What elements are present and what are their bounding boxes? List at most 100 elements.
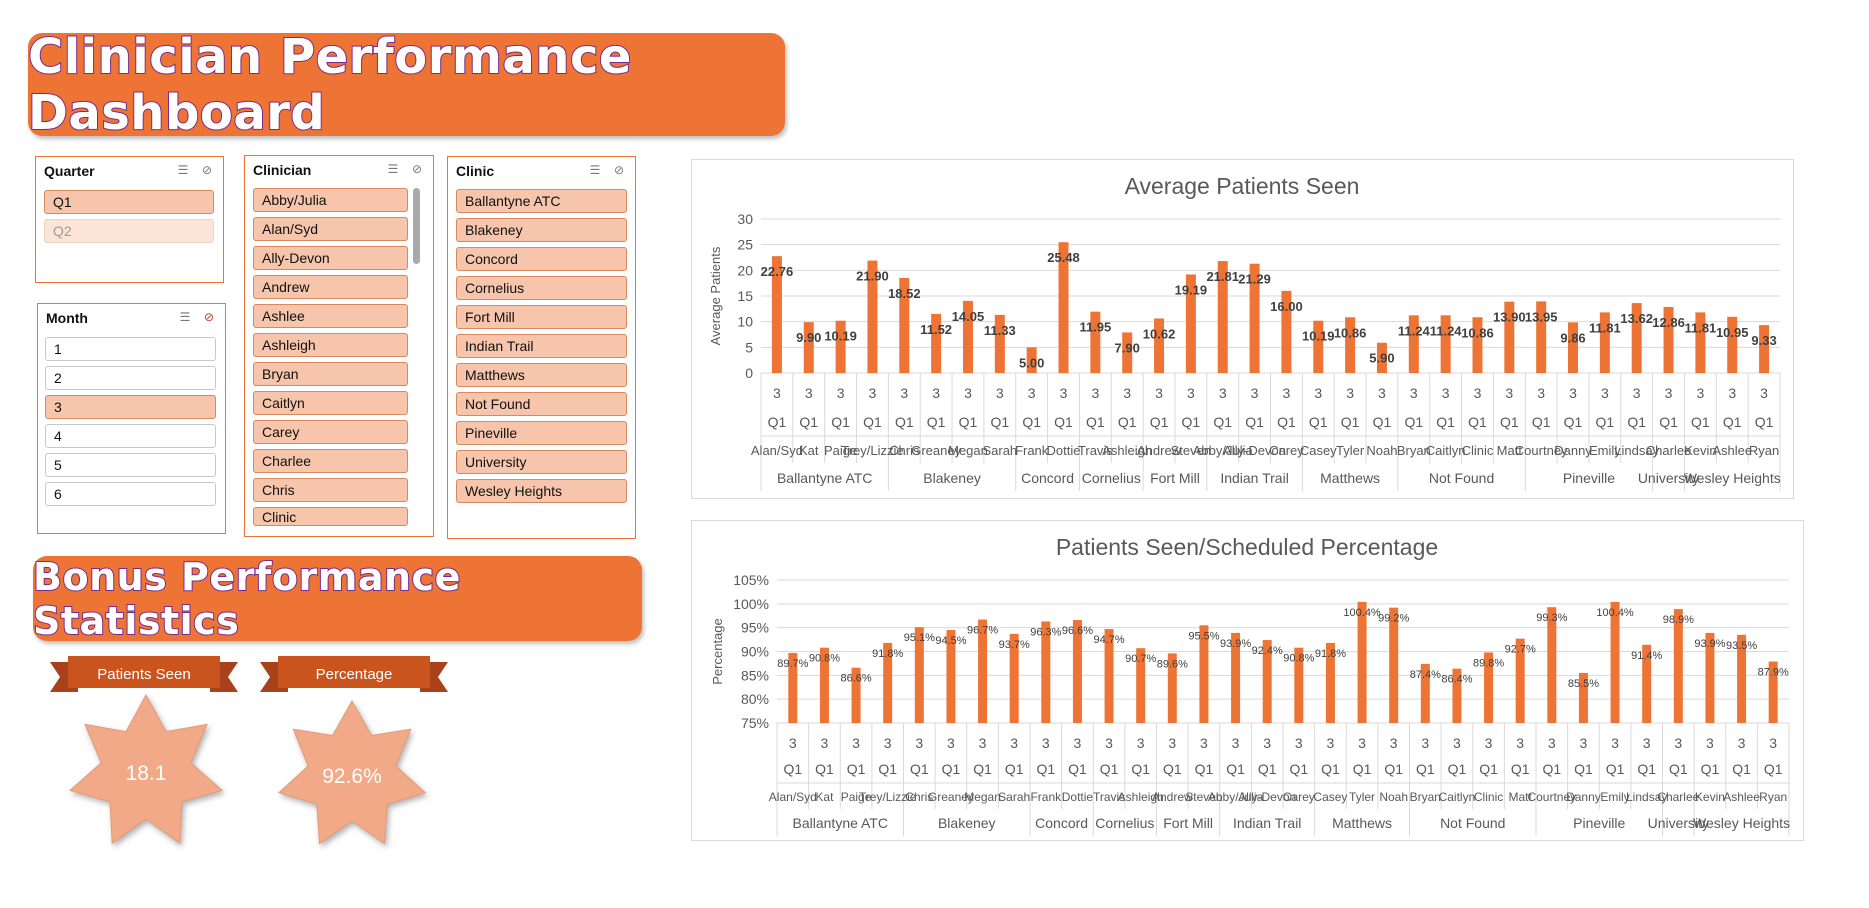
data-label: 13.95 (1525, 309, 1558, 324)
x-month-label: 3 (1123, 385, 1131, 401)
x-month-label: 3 (1187, 385, 1195, 401)
slicer-item-clinician-8[interactable]: Carey (253, 420, 408, 444)
x-month-label: 3 (1706, 735, 1714, 751)
data-label: 95.5% (1188, 630, 1219, 642)
clear-filter-icon[interactable]: ⊘ (203, 310, 215, 324)
slicer-item-clinic-1[interactable]: Blakeney (456, 218, 627, 242)
data-label: 10.19 (1302, 329, 1335, 344)
x-month-label: 3 (1442, 385, 1450, 401)
x-month-label: 3 (1665, 385, 1673, 401)
slicer-item-clinic-0[interactable]: Ballantyne ATC (456, 189, 627, 213)
bar (1357, 601, 1367, 723)
slicer-item-q2[interactable]: Q2 (44, 219, 214, 243)
bar (1504, 301, 1515, 373)
x-category-label: Kevin (1684, 443, 1717, 458)
slicer-item-month-6[interactable]: 6 (45, 482, 216, 506)
x-group-label: Not Found (1429, 470, 1494, 486)
slicer-item-clinic-9[interactable]: University (456, 450, 627, 474)
slicer-item-clinic-10[interactable]: Wesley Heights (456, 479, 627, 503)
clinician-scrollbar[interactable] (413, 188, 420, 264)
x-quarter-label: Q1 (847, 761, 866, 777)
data-label: 94.5% (935, 635, 966, 647)
clear-filter-icon[interactable]: ⊘ (613, 163, 625, 177)
x-quarter-label: Q1 (1131, 761, 1150, 777)
slicer-item-clinician-7[interactable]: Caitlyn (253, 391, 408, 415)
x-category-label: Matt (1497, 443, 1523, 458)
multi-select-icon[interactable]: ☰ (387, 162, 399, 176)
x-category-label: Ally-Devon (1238, 790, 1296, 804)
slicer-item-month-3[interactable]: 3 (45, 395, 216, 419)
x-month-label: 3 (964, 385, 972, 401)
patients-seen-star: 18.1 (68, 693, 224, 845)
multi-select-icon[interactable]: ☰ (179, 310, 191, 324)
x-quarter-label: Q1 (1416, 761, 1435, 777)
patients-seen-value: 18.1 (126, 762, 167, 785)
x-category-label: Ashlee (1723, 790, 1760, 804)
slicer-item-clinic-7[interactable]: Not Found (456, 392, 627, 416)
slicer-item-clinic-5[interactable]: Indian Trail (456, 334, 627, 358)
x-category-label: Ashleigh (1102, 443, 1152, 458)
slicer-item-clinic-3[interactable]: Cornelius (456, 276, 627, 300)
x-quarter-label: Q1 (927, 414, 946, 430)
clinic-slicer-title: Clinic (456, 163, 495, 179)
x-category-label: Steven (1185, 790, 1222, 804)
data-label: 7.90 (1115, 340, 1140, 355)
x-category-label: Tyler (1349, 790, 1375, 804)
data-label: 100.4% (1343, 607, 1381, 619)
bar (946, 630, 956, 723)
data-label: 91.8% (1315, 648, 1346, 660)
slicer-item-clinician-4[interactable]: Ashlee (253, 304, 408, 328)
data-label: 91.4% (1631, 650, 1662, 662)
slicer-item-clinician-0[interactable]: Abby/Julia (253, 188, 408, 212)
slicer-item-clinician-11[interactable]: Clinic (253, 507, 408, 526)
x-month-label: 3 (869, 385, 877, 401)
x-month-label: 3 (1358, 735, 1366, 751)
bar (1547, 607, 1557, 723)
data-label: 93.5% (1726, 640, 1757, 652)
slicer-item-clinician-2[interactable]: Ally-Devon (253, 246, 408, 270)
x-month-label: 3 (1601, 385, 1609, 401)
x-group-label: Indian Trail (1220, 470, 1288, 486)
x-quarter-label: Q1 (1163, 761, 1182, 777)
slicer-item-clinic-8[interactable]: Pineville (456, 421, 627, 445)
slicer-item-month-1[interactable]: 1 (45, 337, 216, 361)
x-group-label: Pineville (1573, 815, 1625, 831)
slicer-item-month-2[interactable]: 2 (45, 366, 216, 390)
slicer-item-clinician-3[interactable]: Andrew (253, 275, 408, 299)
slicer-item-month-5[interactable]: 5 (45, 453, 216, 477)
x-month-label: 3 (1728, 385, 1736, 401)
x-category-label: Abby/Julia (1193, 443, 1254, 458)
bar (1727, 316, 1738, 373)
clinician-slicer: Clinician ☰ ⊘ Abby/Julia Alan/Syd Ally-Dev… (244, 155, 434, 537)
x-category-label: Danny (1554, 443, 1592, 458)
slicer-item-clinic-6[interactable]: Matthews (456, 363, 627, 387)
slicer-item-q1[interactable]: Q1 (44, 190, 214, 214)
x-category-label: Megan (948, 443, 988, 458)
slicer-item-clinic-2[interactable]: Concord (456, 247, 627, 271)
x-month-label: 3 (915, 735, 923, 751)
x-quarter-label: Q1 (1341, 414, 1360, 430)
data-label: 13.62 (1620, 311, 1653, 326)
slicer-item-month-4[interactable]: 4 (45, 424, 216, 448)
slicer-item-clinician-9[interactable]: Charlee (253, 449, 408, 473)
bar (1199, 625, 1209, 723)
multi-select-icon[interactable]: ☰ (177, 163, 189, 177)
x-month-label: 3 (932, 385, 940, 401)
slicer-item-clinic-4[interactable]: Fort Mill (456, 305, 627, 329)
x-quarter-label: Q1 (1701, 761, 1720, 777)
x-quarter-label: Q1 (1150, 414, 1169, 430)
clear-filter-icon[interactable]: ⊘ (201, 163, 213, 177)
clear-filter-icon[interactable]: ⊘ (411, 162, 423, 176)
bar (1231, 632, 1241, 723)
multi-select-icon[interactable]: ☰ (589, 163, 601, 177)
data-label: 11.52 (920, 322, 952, 337)
x-category-label: Dottie (1047, 443, 1081, 458)
slicer-item-clinician-1[interactable]: Alan/Syd (253, 217, 408, 241)
x-month-label: 3 (821, 735, 829, 751)
slicer-item-clinician-10[interactable]: Chris (253, 478, 408, 502)
data-label: 25.48 (1047, 250, 1080, 265)
x-quarter-label: Q1 (878, 761, 897, 777)
slicer-item-clinician-6[interactable]: Bryan (253, 362, 408, 386)
slicer-item-clinician-5[interactable]: Ashleigh (253, 333, 408, 357)
data-label: 99.2% (1378, 613, 1409, 625)
